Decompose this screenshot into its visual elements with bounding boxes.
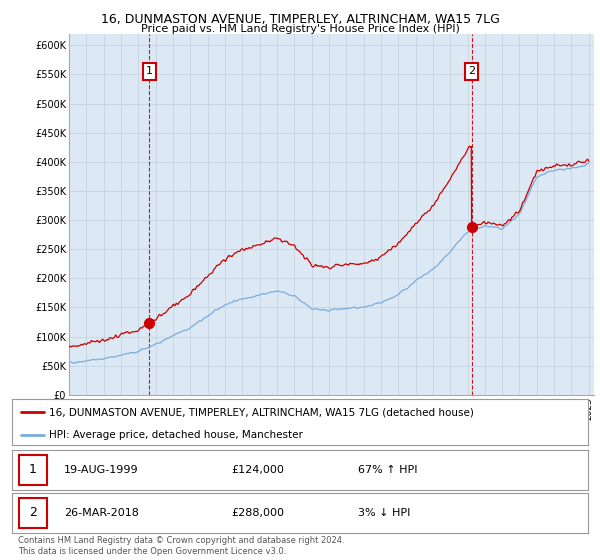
- Text: 1: 1: [29, 463, 37, 477]
- Text: £124,000: £124,000: [231, 465, 284, 475]
- Text: 16, DUNMASTON AVENUE, TIMPERLEY, ALTRINCHAM, WA15 7LG (detached house): 16, DUNMASTON AVENUE, TIMPERLEY, ALTRINC…: [49, 407, 475, 417]
- Text: Contains HM Land Registry data © Crown copyright and database right 2024.
This d: Contains HM Land Registry data © Crown c…: [18, 536, 344, 556]
- Text: 3% ↓ HPI: 3% ↓ HPI: [358, 508, 410, 518]
- Text: 16, DUNMASTON AVENUE, TIMPERLEY, ALTRINCHAM, WA15 7LG: 16, DUNMASTON AVENUE, TIMPERLEY, ALTRINC…: [101, 13, 499, 26]
- Text: 2: 2: [468, 67, 475, 77]
- Text: 67% ↑ HPI: 67% ↑ HPI: [358, 465, 417, 475]
- Text: 19-AUG-1999: 19-AUG-1999: [64, 465, 139, 475]
- FancyBboxPatch shape: [19, 498, 47, 528]
- FancyBboxPatch shape: [19, 455, 47, 485]
- Text: £288,000: £288,000: [231, 508, 284, 518]
- Text: HPI: Average price, detached house, Manchester: HPI: Average price, detached house, Manc…: [49, 430, 304, 440]
- Text: 26-MAR-2018: 26-MAR-2018: [64, 508, 139, 518]
- Text: 1: 1: [146, 67, 153, 77]
- Text: Price paid vs. HM Land Registry's House Price Index (HPI): Price paid vs. HM Land Registry's House …: [140, 24, 460, 34]
- Text: 2: 2: [29, 506, 37, 520]
